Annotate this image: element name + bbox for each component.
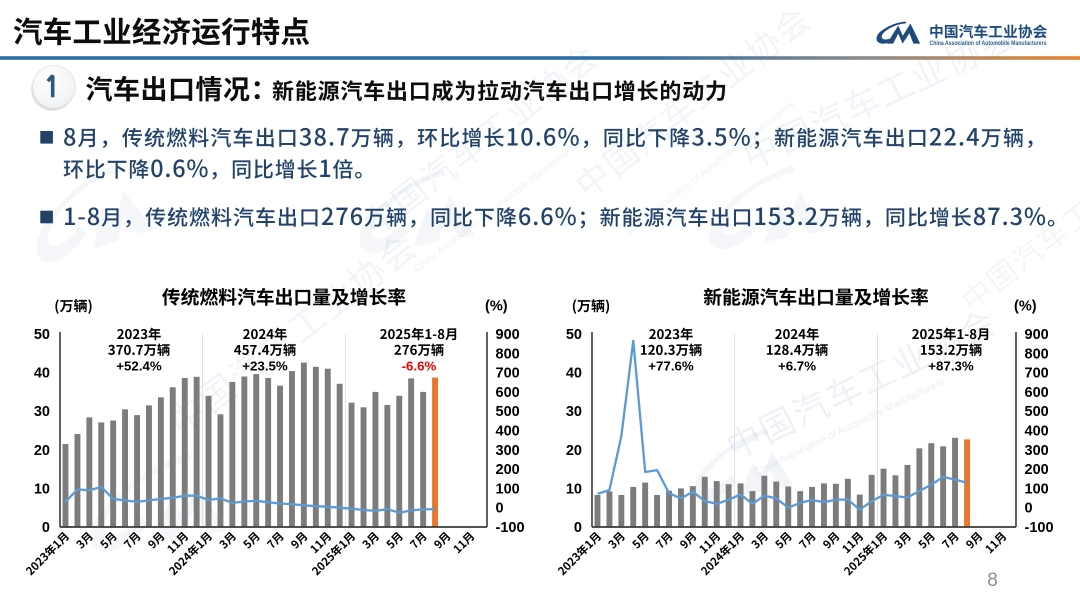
svg-text:30: 30 [566,404,582,420]
svg-text:China Association of Automobil: China Association of Automobile Manufact… [930,40,1047,47]
svg-text:+6.7%: +6.7% [778,359,816,374]
svg-text:800: 800 [1025,346,1049,362]
svg-text:800: 800 [496,346,520,362]
svg-text:40: 40 [34,366,50,382]
svg-text:+77.6%: +77.6% [648,359,694,374]
svg-text:300: 300 [1025,443,1049,459]
svg-text:200: 200 [1025,462,1049,478]
svg-text:50: 50 [34,327,50,343]
svg-text:20: 20 [34,443,50,459]
svg-text:700: 700 [496,366,520,382]
svg-text:(%): (%) [1014,299,1037,315]
svg-text:500: 500 [496,404,520,420]
svg-text:100: 100 [1025,481,1049,497]
svg-text:-100: -100 [1025,520,1054,536]
svg-text:0: 0 [574,520,582,536]
svg-text:0: 0 [496,501,504,517]
svg-text:400: 400 [1025,424,1049,440]
svg-text:700: 700 [1025,366,1049,382]
svg-text:-100: -100 [496,520,525,536]
svg-text:8: 8 [987,570,998,591]
svg-text:+52.4%: +52.4% [116,359,162,374]
svg-text:0: 0 [1025,501,1033,517]
svg-text:100: 100 [496,481,520,497]
svg-text:10: 10 [566,481,582,497]
svg-text:500: 500 [1025,404,1049,420]
svg-text:900: 900 [496,327,520,343]
svg-text:40: 40 [566,366,582,382]
svg-text:900: 900 [1025,327,1049,343]
svg-text:10: 10 [34,481,50,497]
svg-text:+23.5%: +23.5% [242,359,288,374]
svg-text:200: 200 [496,462,520,478]
svg-text:20: 20 [566,443,582,459]
svg-text:600: 600 [1025,385,1049,401]
svg-text:600: 600 [496,385,520,401]
svg-text:+87.3%: +87.3% [928,359,974,374]
svg-text:0: 0 [42,520,50,536]
svg-text:30: 30 [34,404,50,420]
svg-text:300: 300 [496,443,520,459]
svg-text:-6.6%: -6.6% [402,359,437,374]
svg-text:50: 50 [566,327,582,343]
svg-text:400: 400 [496,424,520,440]
svg-text:(%): (%) [485,299,508,315]
